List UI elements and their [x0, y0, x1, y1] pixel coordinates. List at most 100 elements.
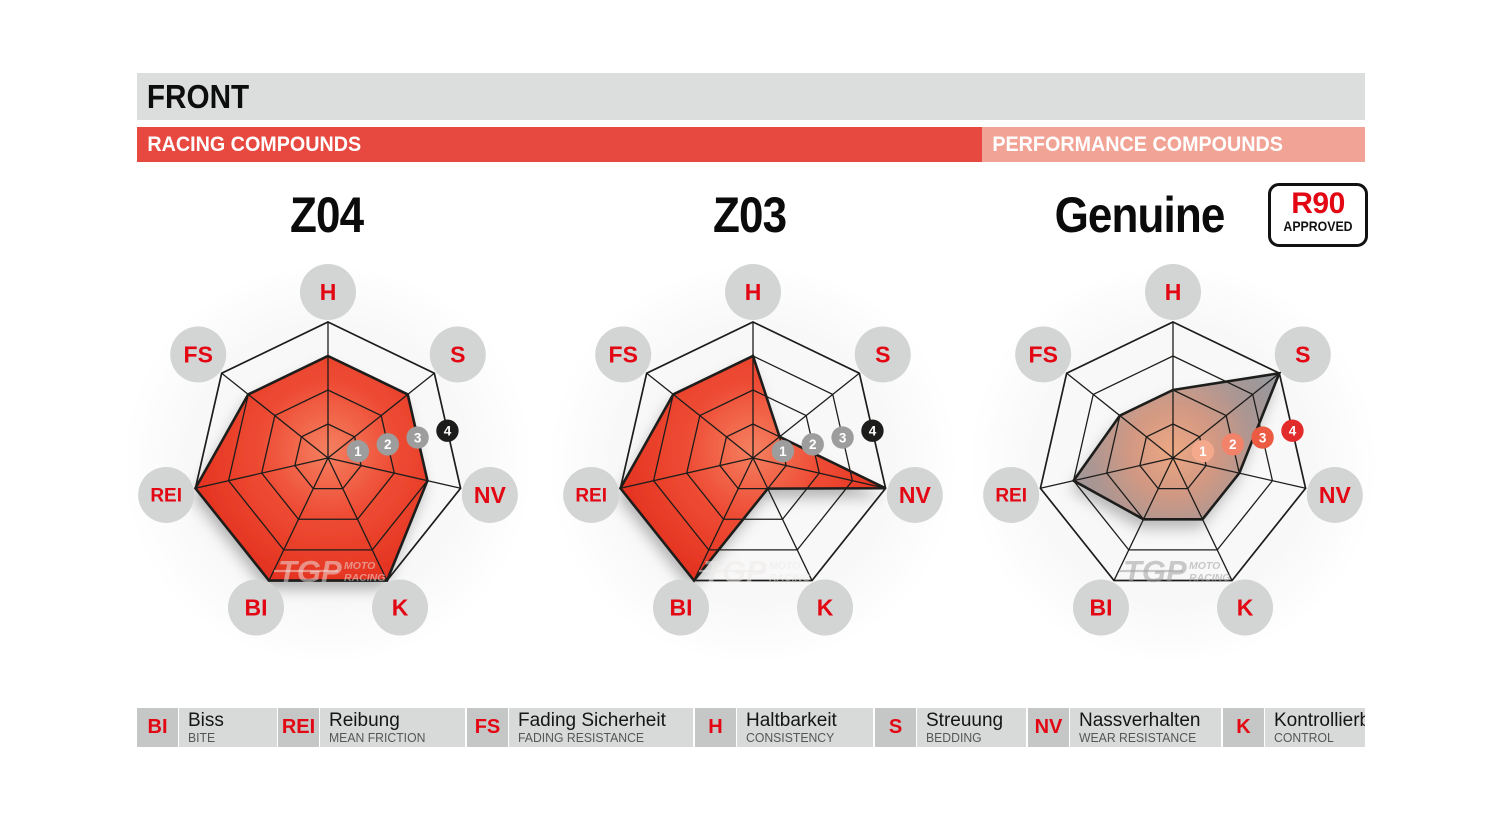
- legend-term: Reibung: [329, 710, 400, 731]
- radar-grid-ring-4: [619, 321, 887, 582]
- axis-badge-H: [725, 264, 781, 320]
- svg-text:3: 3: [414, 430, 422, 445]
- axis-badge-REI: [983, 466, 1040, 523]
- axis-badge-FS: [1015, 326, 1072, 383]
- scale-marker-3: [1251, 426, 1274, 449]
- axis-badge-H: [1145, 264, 1201, 320]
- legend-term: Kontrollierbarkeit: [1274, 710, 1365, 731]
- axis-label-FS: FS: [184, 342, 213, 368]
- scale-marker-3: [406, 426, 429, 449]
- section-header-front: FRONT: [137, 73, 1365, 120]
- scale-marker-2: [801, 433, 824, 456]
- axis-badge-K: [797, 579, 854, 636]
- approved-text: APPROVED: [1283, 218, 1353, 234]
- axis-badge-FS: [595, 326, 652, 383]
- axis-label-K: K: [392, 595, 409, 621]
- radar-grid-spoke: [221, 372, 329, 459]
- axis-label-K: K: [1237, 595, 1254, 621]
- legend-item-s: S Streuung BEDDING: [875, 708, 1026, 747]
- racing-compounds-label: RACING COMPOUNDS: [147, 133, 362, 156]
- legend-term: Haltbarkeit: [746, 710, 837, 731]
- scale-marker-4: [861, 419, 884, 442]
- radar-grid-ring-2: [685, 389, 821, 520]
- svg-text:MOTO: MOTO: [1189, 560, 1220, 572]
- axis-badge-BI: [652, 579, 709, 636]
- radar-grid-spoke: [693, 457, 754, 581]
- radar-chart-genuine: TGP MOTO RACING 1 2 3 4 H S NV K BI REI FS: [953, 258, 1393, 678]
- radar-data-fill: [620, 356, 886, 581]
- radar-grid-spoke: [327, 372, 435, 459]
- radar-grid-ring-4: [1039, 321, 1307, 582]
- scale-marker-1: [1191, 439, 1215, 463]
- legend-term: Fading Sicherheit: [518, 710, 666, 731]
- axis-label-NV: NV: [899, 482, 932, 508]
- axis-label-REI: REI: [995, 486, 1027, 507]
- svg-text:2: 2: [384, 437, 392, 452]
- axis-badge-K: [1217, 579, 1274, 636]
- axis-label-H: H: [745, 279, 762, 305]
- scale-marker-4: [1281, 419, 1304, 442]
- legend-item-h: H Haltbarkeit CONSISTENCY: [695, 708, 873, 747]
- axis-label-S: S: [1295, 342, 1310, 368]
- axis-label-REI: REI: [150, 486, 182, 507]
- legend-translation: BEDDING: [926, 730, 982, 745]
- scale-marker-2: [376, 433, 399, 456]
- axis-badge-NV: [461, 466, 518, 523]
- chart-title-genuine: Genuine: [1055, 187, 1226, 243]
- legend-abbr-bi: BI: [137, 708, 178, 747]
- legend-abbr-k: K: [1223, 708, 1264, 747]
- legend-abbr-fs: FS: [467, 708, 508, 747]
- axis-badge-BI: [227, 579, 284, 636]
- chart-title-z03: Z03: [713, 187, 787, 243]
- axis-label-NV: NV: [474, 482, 507, 508]
- legend-abbr-s: S: [875, 708, 916, 747]
- front-title: FRONT: [146, 78, 250, 115]
- legend-translation: WEAR RESISTANCE: [1079, 730, 1197, 745]
- axis-badge-BI: [1072, 579, 1129, 636]
- legend-term: Nassverhalten: [1079, 710, 1201, 731]
- axis-badge-REI: [563, 466, 620, 523]
- radar-grid-spoke: [752, 372, 860, 459]
- legend-abbr-h: H: [695, 708, 736, 747]
- legend-translation: MEAN FRICTION: [329, 730, 426, 745]
- axis-badge-REI: [138, 466, 195, 523]
- radar-data-fill: [195, 356, 428, 581]
- axis-label-BI: BI: [1089, 595, 1112, 621]
- radar-grid-ring-2: [260, 389, 396, 520]
- r90-text: R90: [1291, 187, 1345, 220]
- legend-item-fs: FS Fading Sicherheit FADING RESISTANCE: [467, 708, 693, 747]
- svg-text:3: 3: [1259, 430, 1267, 445]
- scale-marker-3: [831, 426, 854, 449]
- axis-badge-NV: [1306, 466, 1363, 523]
- svg-text:2: 2: [809, 437, 817, 452]
- svg-text:MOTO: MOTO: [769, 560, 800, 572]
- radar-data-polygon: [193, 354, 429, 582]
- axis-badge-H: [300, 264, 356, 320]
- axis-label-REI: REI: [575, 486, 607, 507]
- racing-compounds-bar: RACING COMPOUNDS: [137, 127, 982, 162]
- axis-badge-FS: [170, 326, 227, 383]
- legend-abbr-rei: REI: [278, 708, 319, 747]
- legend-translation: BITE: [188, 730, 216, 745]
- radar-grid-spoke: [327, 457, 388, 581]
- axis-badge-S: [1274, 326, 1331, 383]
- axis-label-FS: FS: [609, 342, 638, 368]
- legend-abbr-nv: NV: [1028, 708, 1069, 747]
- performance-compounds-label: PERFORMANCE COMPOUNDS: [992, 133, 1283, 156]
- legend-item-bi: BI Biss BITE: [137, 708, 277, 747]
- chart-title-z04: Z04: [290, 187, 364, 243]
- svg-text:2: 2: [1229, 437, 1237, 452]
- svg-text:RACING: RACING: [344, 572, 385, 584]
- legend-translation: CONSISTENCY: [746, 730, 835, 745]
- svg-text:4: 4: [869, 424, 877, 439]
- radar-data-fill: [1073, 373, 1280, 520]
- r90-approved-badge: R90 APPROVED: [1268, 183, 1368, 247]
- legend-item-k: K Kontrollierbarkeit CONTROL: [1223, 708, 1365, 747]
- radar-grid-spoke: [620, 457, 754, 489]
- axis-label-K: K: [817, 595, 834, 621]
- radar-grid-spoke: [195, 457, 329, 489]
